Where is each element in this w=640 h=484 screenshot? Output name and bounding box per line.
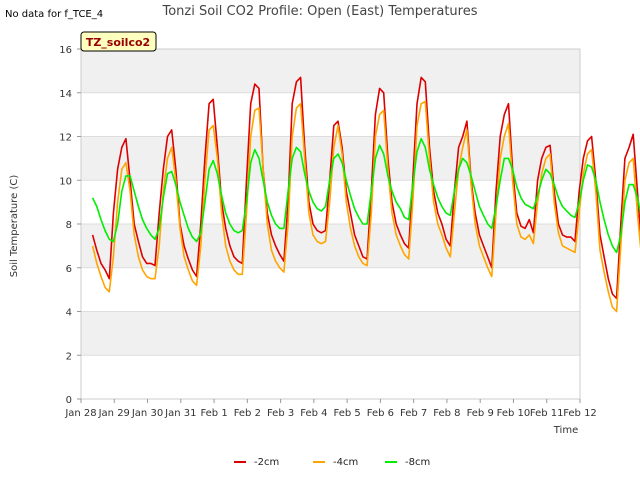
plot-band	[81, 355, 580, 399]
y-tick-label: 16	[59, 45, 72, 56]
x-tick-label: Feb 6	[367, 408, 394, 419]
badge-box	[80, 31, 157, 52]
series-line-2cm	[91, 76, 640, 300]
plot-band	[81, 92, 580, 137]
plot-band	[81, 311, 580, 356]
y-tick-label: 14	[59, 89, 72, 100]
x-tick-label: Feb 2	[234, 408, 261, 419]
x-tick-label: Jan 28	[64, 408, 96, 419]
x-tick-label: Feb 12	[563, 408, 597, 419]
y-axis-label: Soil Temperature (C)	[9, 175, 20, 278]
plot-band	[81, 49, 580, 93]
y-tick-label: 4	[66, 308, 72, 319]
x-tick-label: Feb 4	[300, 408, 327, 419]
y-tick-label: 8	[66, 220, 72, 231]
no-data-note: No data for f_TCE_4	[5, 9, 103, 20]
chart-title: Tonzi Soil CO2 Profile: Open (East) Temp…	[161, 4, 477, 19]
x-tick-label: Feb 7	[400, 408, 427, 419]
legend-label: -8cm	[405, 457, 430, 468]
plot-band	[81, 267, 580, 312]
y-tick-label: 6	[66, 264, 72, 275]
x-tick-label: Feb 9	[467, 408, 494, 419]
y-tick-label: 2	[66, 351, 72, 362]
series-line-4cm	[91, 100, 640, 313]
x-tick-label: Feb 10	[497, 408, 531, 419]
badge-label: TZ_soilco2	[86, 36, 150, 49]
x-tick-label: Feb 1	[200, 408, 227, 419]
x-tick-label: Feb 11	[530, 408, 564, 419]
badge: TZ_soilco2	[80, 31, 157, 52]
x-tick-label: Feb 8	[433, 408, 460, 419]
series-line-8cm	[91, 137, 640, 254]
x-tick-label: Feb 3	[267, 408, 294, 419]
legend-label: -4cm	[333, 457, 358, 468]
x-axis-label: Time	[553, 425, 578, 436]
y-tick-label: 12	[59, 133, 72, 144]
x-tick-label: Jan 30	[131, 408, 163, 419]
y-tick-label: 10	[59, 176, 72, 187]
x-tick-label: Jan 31	[164, 408, 196, 419]
x-tick-label: Jan 29	[98, 408, 130, 419]
x-tick-label: Feb 5	[334, 408, 361, 419]
plot-band	[81, 224, 580, 268]
legend: -2cm -4cm -8cm	[234, 457, 430, 468]
y-tick-label: 0	[66, 395, 72, 406]
legend-label: -2cm	[254, 457, 279, 468]
